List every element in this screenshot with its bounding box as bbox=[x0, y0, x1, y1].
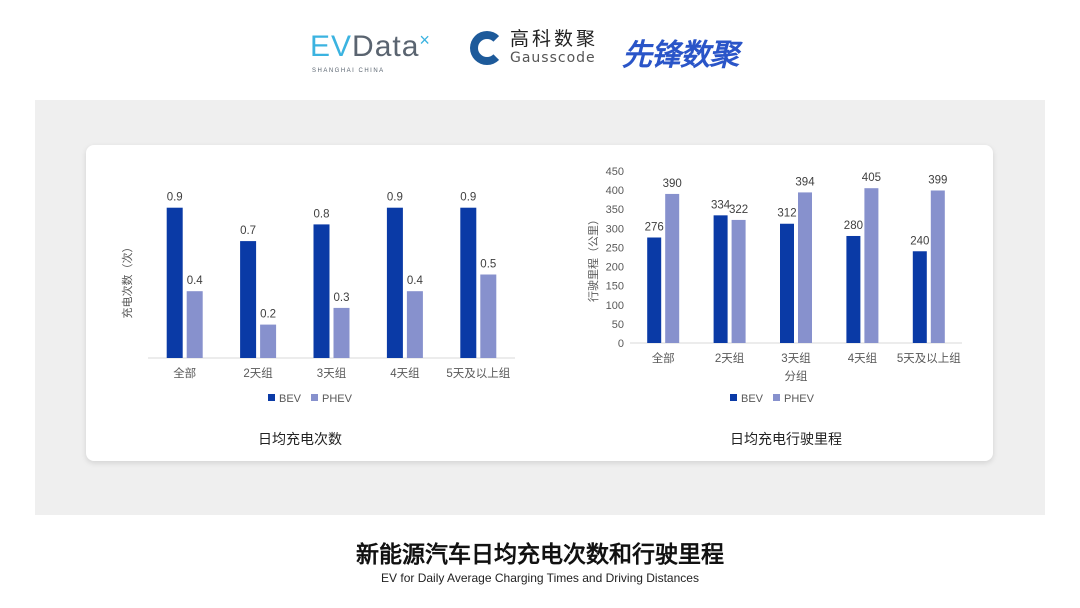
bar-phev bbox=[930, 190, 945, 343]
x-tick-label: 全部 bbox=[173, 366, 196, 380]
x-tick-label: 3天组 bbox=[317, 366, 347, 380]
data-label: 0.4 bbox=[187, 275, 204, 287]
y-tick-label: 50 bbox=[612, 319, 624, 331]
data-label: 0.3 bbox=[334, 292, 350, 304]
y-tick-label: 300 bbox=[606, 223, 624, 235]
evdata-logo: EVData× SHANGHAI CHINA bbox=[310, 30, 431, 74]
data-label: 399 bbox=[928, 174, 947, 186]
legend-swatch-phev bbox=[311, 394, 318, 401]
bar-bev bbox=[647, 237, 662, 343]
bar-bev bbox=[460, 207, 477, 358]
bar-phev bbox=[864, 188, 879, 343]
gausscode-logo: 高科数聚 Gausscode bbox=[470, 30, 598, 65]
y-axis-title: 行驶里程（公里） bbox=[586, 214, 600, 302]
y-tick-label: 400 bbox=[606, 185, 624, 197]
x-tick-label: 4天组 bbox=[848, 351, 878, 365]
x-tick-label: 2天组 bbox=[715, 351, 745, 365]
x-tick-label: 3天组 bbox=[781, 351, 811, 365]
x-axis-title: 分组 bbox=[785, 369, 808, 383]
data-label: 0.9 bbox=[167, 192, 183, 204]
y-tick-label: 250 bbox=[606, 242, 624, 254]
data-label: 390 bbox=[663, 178, 682, 190]
xianfeng-logo: 先锋数聚 bbox=[622, 38, 739, 73]
bar-bev bbox=[912, 251, 927, 343]
x-tick-label: 2天组 bbox=[243, 366, 273, 380]
legend-swatch-bev bbox=[730, 394, 737, 401]
y-tick-label: 200 bbox=[606, 262, 624, 274]
y-tick-label: 150 bbox=[606, 281, 624, 293]
x-tick-label: 5天及以上组 bbox=[446, 366, 510, 380]
bar-phev bbox=[731, 219, 746, 343]
bar-bev bbox=[166, 207, 183, 358]
x-tick-label: 全部 bbox=[652, 351, 675, 365]
bar-phev bbox=[798, 192, 812, 343]
data-label: 312 bbox=[777, 208, 796, 220]
legend-label: BEV bbox=[741, 393, 764, 405]
y-tick-label: 0 bbox=[618, 338, 624, 350]
data-label: 405 bbox=[862, 172, 881, 184]
data-label: 322 bbox=[729, 204, 748, 216]
evdata-logo-sub: SHANGHAI CHINA bbox=[312, 68, 385, 74]
x-tick-label: 4天组 bbox=[390, 366, 420, 380]
data-label: 276 bbox=[645, 222, 664, 234]
data-label: 0.4 bbox=[407, 275, 424, 287]
y-tick-label: 450 bbox=[606, 166, 624, 178]
data-label: 0.9 bbox=[460, 192, 476, 204]
y-axis-title: 充电次数（次） bbox=[120, 242, 134, 319]
chart-title: 日均充电行驶里程 bbox=[730, 432, 842, 448]
legend-swatch-phev bbox=[773, 394, 780, 401]
gausscode-cn: 高科数聚 bbox=[510, 28, 599, 50]
bar-bev bbox=[240, 241, 257, 358]
bar-bev bbox=[713, 215, 728, 343]
data-label: 0.5 bbox=[480, 259, 496, 271]
bar-phev bbox=[480, 274, 497, 358]
legend-label: BEV bbox=[279, 393, 302, 405]
data-label: 240 bbox=[910, 235, 929, 247]
data-label: 394 bbox=[795, 176, 815, 188]
logo-bar: EVData× SHANGHAI CHINA 高科数聚 Gausscode 先锋数聚 bbox=[0, 26, 1080, 76]
gausscode-en: Gausscode bbox=[510, 50, 596, 66]
bar-bev bbox=[846, 235, 861, 343]
gausscode-mark-icon bbox=[470, 30, 504, 65]
bar-phev bbox=[186, 291, 203, 358]
chart-title: 日均充电次数 bbox=[258, 432, 342, 448]
bar-phev bbox=[665, 193, 680, 343]
bar-phev bbox=[333, 307, 350, 358]
chart-card bbox=[86, 145, 993, 461]
bar-bev bbox=[313, 224, 330, 358]
bar-bev bbox=[780, 223, 794, 343]
y-tick-label: 100 bbox=[606, 300, 624, 312]
bar-bev bbox=[386, 207, 403, 358]
data-label: 334 bbox=[711, 199, 731, 211]
data-label: 0.8 bbox=[314, 208, 330, 220]
legend-swatch-bev bbox=[268, 394, 275, 401]
legend-label: PHEV bbox=[784, 393, 815, 405]
data-label: 0.9 bbox=[387, 192, 403, 204]
footer-subtitle: EV for Daily Average Charging Times and … bbox=[381, 571, 699, 585]
data-label: 280 bbox=[844, 220, 863, 232]
y-tick-label: 350 bbox=[606, 204, 624, 216]
legend-label: PHEV bbox=[322, 393, 353, 405]
data-label: 0.7 bbox=[240, 225, 256, 237]
evdata-logo-ev: EV bbox=[310, 30, 353, 63]
x-tick-label: 5天及以上组 bbox=[897, 351, 961, 365]
bar-phev bbox=[260, 324, 277, 358]
bar-phev bbox=[406, 291, 423, 358]
evdata-logo-data: Data bbox=[352, 30, 420, 63]
data-label: 0.2 bbox=[260, 309, 276, 321]
footer-title: 新能源汽车日均充电次数和行驶里程 bbox=[356, 542, 724, 568]
